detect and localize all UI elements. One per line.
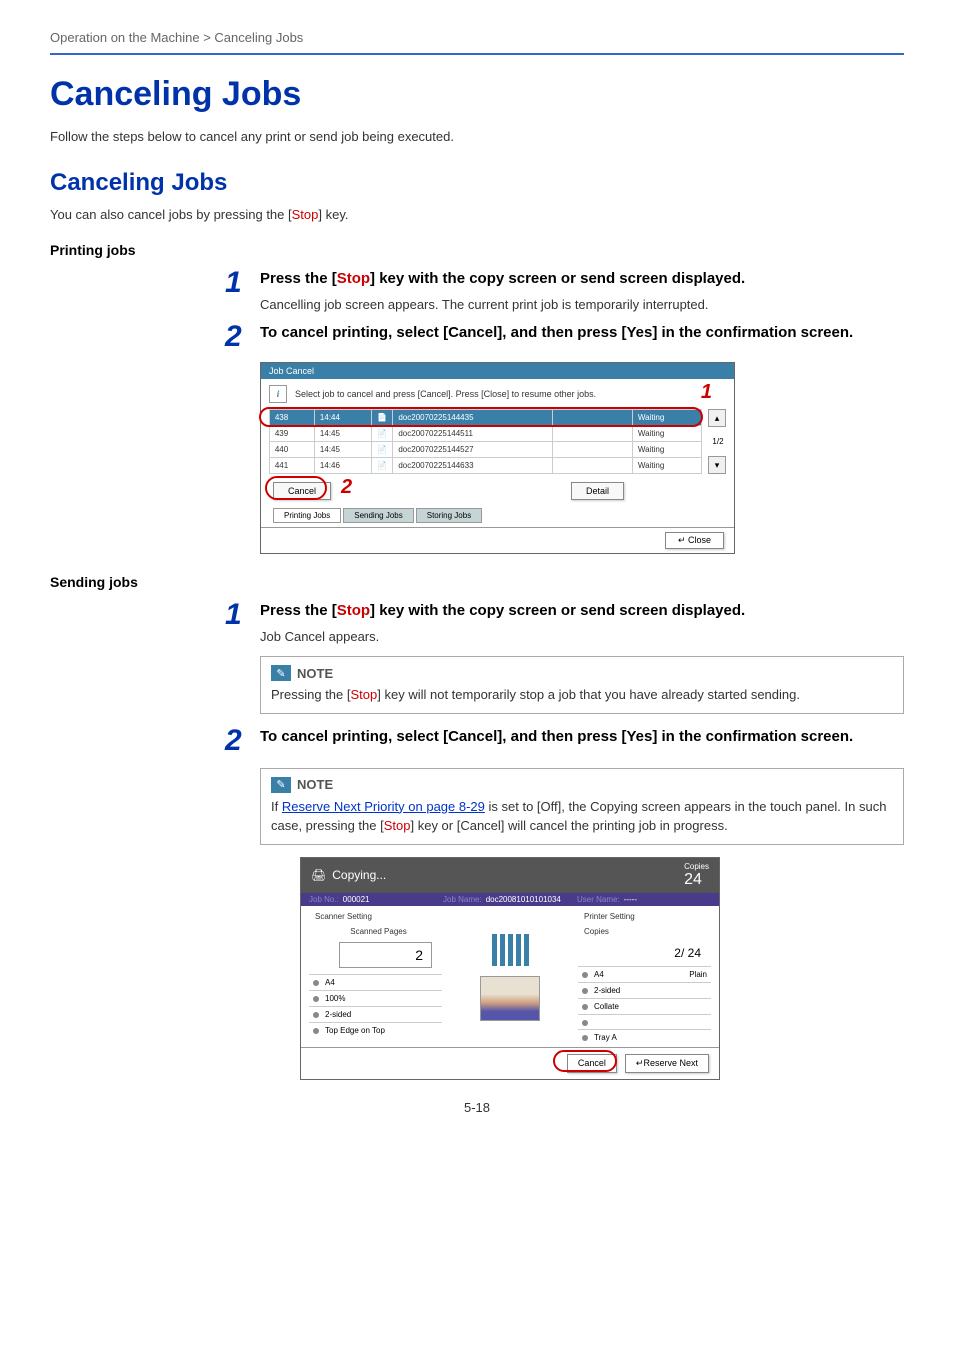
table-row[interactable]: 440 14:45 📄 doc20070225144527 Waiting bbox=[269, 442, 701, 458]
copy-icon: 🖨 bbox=[311, 868, 326, 882]
intro-text: Follow the steps below to cancel any pri… bbox=[50, 129, 904, 144]
copies-label: Copies bbox=[578, 925, 711, 940]
copies-label: Copies bbox=[684, 862, 709, 871]
reserve-next-button[interactable]: ↵Reserve Next bbox=[625, 1054, 709, 1073]
sending-jobs-header: Sending jobs bbox=[50, 574, 904, 590]
cancel-highlight-circle bbox=[265, 476, 327, 500]
scanned-pages-value: 2 bbox=[339, 942, 432, 968]
list-item: Top Edge on Top bbox=[309, 1022, 442, 1038]
step2-title: To cancel printing, select [Cancel], and… bbox=[260, 322, 904, 343]
note-box-1: ✎ NOTE Pressing the [Stop] key will not … bbox=[260, 656, 904, 714]
page-up-button[interactable]: ▴ bbox=[708, 409, 726, 427]
list-item: 2-sided bbox=[578, 982, 711, 998]
printer-setting-header: Printer Setting bbox=[578, 910, 711, 925]
sub-intro: You can also cancel jobs by pressing the… bbox=[50, 207, 904, 222]
copying-panel: 🖨 Copying... Copies 24 Job No.:000021 Jo… bbox=[300, 857, 720, 1080]
section-title: Canceling Jobs bbox=[50, 169, 904, 197]
page-number: 5-18 bbox=[50, 1100, 904, 1115]
table-row[interactable]: 441 14:46 📄 doc20070225144633 Waiting bbox=[269, 458, 701, 474]
sending-step1-desc: Job Cancel appears. bbox=[260, 629, 904, 644]
note-label: NOTE bbox=[297, 777, 333, 792]
row-highlight-circle bbox=[259, 407, 703, 427]
note-box-2: ✎ NOTE If Reserve Next Priority on page … bbox=[260, 768, 904, 845]
close-button[interactable]: ↵ Close bbox=[665, 532, 724, 549]
tab-printing[interactable]: Printing Jobs bbox=[273, 508, 341, 523]
sending-step1-title: Press the [Stop] key with the copy scree… bbox=[260, 600, 904, 621]
page-indicator: 1/2 bbox=[708, 437, 728, 446]
step-number-2: 2 bbox=[225, 726, 260, 756]
info-icon: i bbox=[269, 385, 287, 403]
list-item: Tray A bbox=[578, 1029, 711, 1045]
copying-title: Copying... bbox=[332, 868, 386, 882]
copies-value: 24 bbox=[684, 871, 709, 889]
breadcrumb: Operation on the Machine > Canceling Job… bbox=[50, 30, 904, 55]
list-item: 100% bbox=[309, 990, 442, 1006]
job-cancel-panel: Job Cancel i Select job to cancel and pr… bbox=[260, 362, 735, 554]
tab-storing[interactable]: Storing Jobs bbox=[416, 508, 482, 523]
scanner-setting-header: Scanner Setting bbox=[309, 910, 442, 925]
list-item: 2-sided bbox=[309, 1006, 442, 1022]
page-title: Canceling Jobs bbox=[50, 75, 904, 114]
list-item: Collate bbox=[578, 998, 711, 1014]
reserve-link[interactable]: Reserve Next Priority on page 8-29 bbox=[282, 799, 485, 814]
sending-step2-title: To cancel printing, select [Cancel], and… bbox=[260, 726, 904, 747]
step-number-2: 2 bbox=[225, 322, 260, 352]
stop-key: Stop bbox=[292, 207, 319, 222]
list-item bbox=[578, 1014, 711, 1029]
detail-button[interactable]: Detail bbox=[571, 482, 624, 500]
printing-jobs-header: Printing jobs bbox=[50, 242, 904, 258]
job-info-bar: Job No.:000021 Job Name:doc2008101010103… bbox=[301, 893, 719, 906]
table-row[interactable]: 439 14:45 📄 doc20070225144511 Waiting bbox=[269, 426, 701, 442]
callout-1: 1 bbox=[701, 381, 712, 404]
step1-title: Press the [Stop] key with the copy scree… bbox=[260, 268, 904, 289]
step-number-1: 1 bbox=[225, 600, 260, 630]
step-number-1: 1 bbox=[225, 268, 260, 298]
tab-sending[interactable]: Sending Jobs bbox=[343, 508, 413, 523]
callout-2: 2 bbox=[341, 476, 352, 499]
printer-icon bbox=[480, 976, 540, 1021]
list-item: A4 bbox=[309, 974, 442, 990]
note-label: NOTE bbox=[297, 666, 333, 681]
note-icon: ✎ bbox=[271, 665, 291, 681]
note-text: Pressing the [Stop] key will not tempora… bbox=[271, 685, 893, 705]
note-text: If Reserve Next Priority on page 8-29 is… bbox=[271, 797, 893, 836]
list-item: A4Plain bbox=[578, 966, 711, 982]
info-text: Select job to cancel and press [Cancel].… bbox=[295, 389, 596, 399]
page-down-button[interactable]: ▾ bbox=[708, 456, 726, 474]
copy-counter: 2/ 24 bbox=[578, 940, 711, 966]
scanned-pages-label: Scanned Pages bbox=[309, 925, 442, 940]
progress-graphic bbox=[450, 908, 570, 1047]
panel-titlebar: Job Cancel bbox=[261, 363, 734, 379]
cancel-highlight-circle bbox=[553, 1050, 617, 1072]
note-icon: ✎ bbox=[271, 777, 291, 793]
step1-desc: Cancelling job screen appears. The curre… bbox=[260, 297, 904, 312]
